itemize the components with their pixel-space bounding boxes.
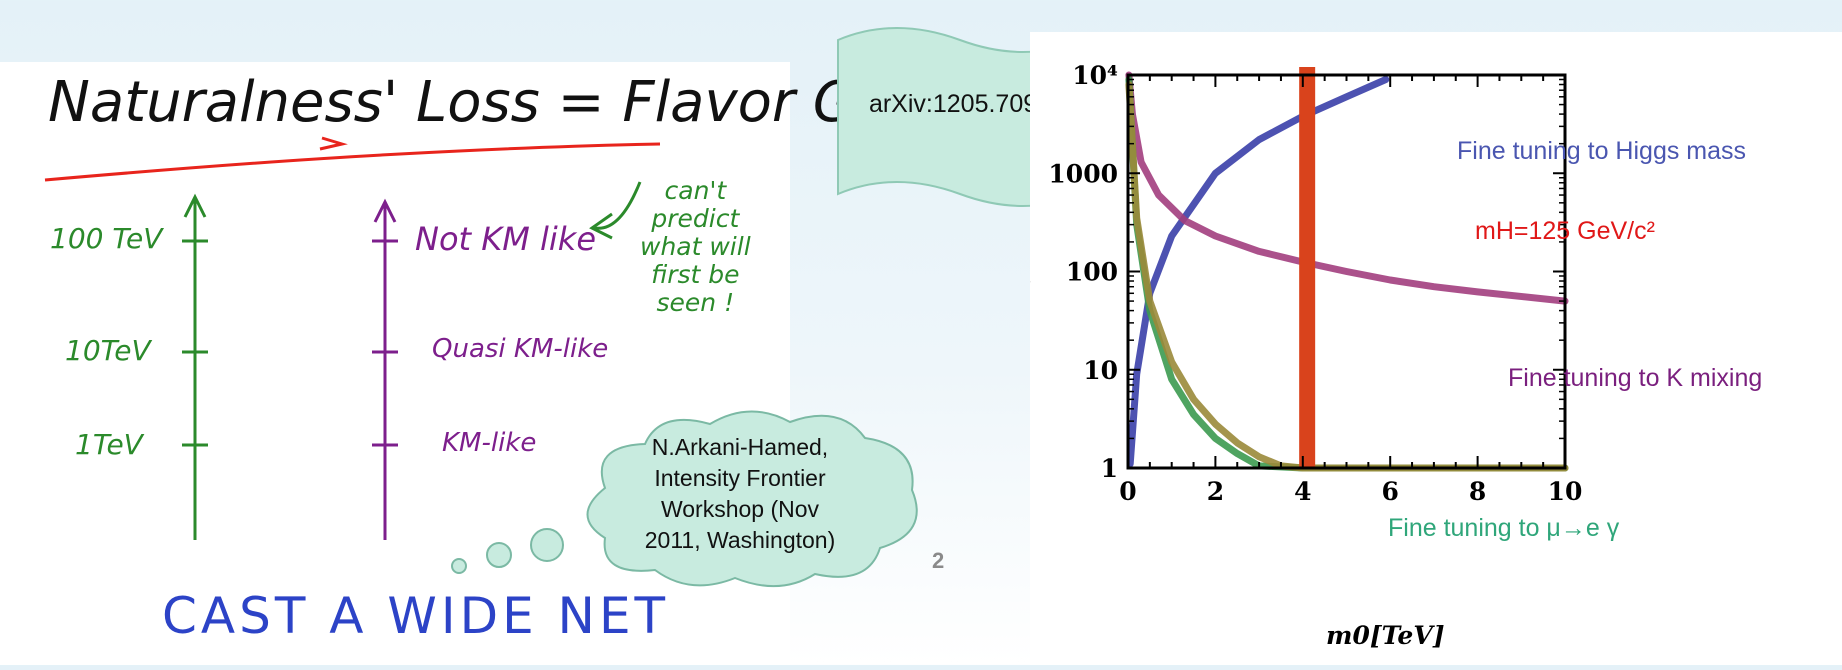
kmix-annotation: Fine tuning to K mixing: [1508, 364, 1762, 392]
green-note: can't predict what will first be seen !: [640, 177, 751, 317]
y-axis-label: F: [1030, 277, 1031, 306]
page-number: 2: [932, 548, 945, 573]
mh-annotation: mH=125 GeV/c²: [1475, 217, 1655, 245]
x-tick-label: 2: [1207, 477, 1224, 506]
handwritten-canvas: [44, 136, 661, 540]
x-tick-label: 0: [1119, 477, 1136, 506]
scale-label-10tev: 10TeV: [65, 334, 151, 367]
cloud-dot-small: [451, 558, 467, 574]
cloud-body: [586, 410, 918, 587]
series-line-0: [1126, 76, 1390, 468]
x-tick-label: 8: [1469, 477, 1486, 506]
note-line: seen !: [656, 288, 735, 317]
note-line: can't: [664, 176, 727, 205]
x-tick-label: 10: [1548, 477, 1583, 506]
arxiv-reference: arXiv:1205.7091: [868, 90, 1052, 118]
series-line-1: [1125, 71, 1569, 305]
x-tick-label: 6: [1381, 477, 1398, 506]
mu-annotation: Fine tuning to μ→e γ: [1388, 514, 1620, 542]
scale-label-1tev: 1TeV: [75, 428, 143, 461]
cloud-dot-medium: [486, 542, 512, 568]
handwritten-panel: Naturalness' Loss = Flavor Gain 100 TeV …: [0, 62, 941, 665]
note-arrow: [594, 181, 642, 230]
flavor-label-not-km: Not KM like: [415, 220, 596, 258]
cloud-line: N.Arkani-Hamed,: [651, 434, 829, 460]
x-tick-label: 4: [1294, 477, 1311, 506]
x-axis-label: m0[TeV]: [1326, 621, 1445, 650]
cloud-citation: N.Arkani-Hamed, Intensity Frontier Works…: [600, 432, 880, 556]
note-line: what will: [640, 232, 751, 261]
higgs-annotation: Fine tuning to Higgs mass: [1457, 137, 1746, 165]
cast-wide-net-text: CAST A WIDE NET: [162, 587, 670, 645]
note-arrowhead: [589, 212, 613, 240]
cloud-line: Workshop (Nov: [660, 496, 820, 522]
energy-axis-arrow: [183, 193, 207, 218]
chart-panel: 0 2 4 6 8 10 1 10 100 1000 10⁴ F m0[TeV] Fine tuni…: [1010, 32, 1842, 665]
fine-tuning-chart: 0 2 4 6 8 10 1 10 100 1000 10⁴ F m0[TeV] Fine tuni…: [1010, 61, 1762, 650]
higgs-mass-band: [1299, 67, 1316, 468]
title-underline: [44, 142, 661, 182]
cloud-callout: [451, 410, 918, 587]
flavor-label-quasi-km: Quasi KM-like: [432, 334, 609, 364]
cloud-line: 2011, Washington): [644, 527, 836, 553]
flavor-axis-arrow: [373, 198, 397, 223]
note-line: predict: [651, 204, 740, 233]
underline-arrowhead: [319, 136, 348, 151]
cloud-line: Intensity Frontier: [654, 465, 826, 491]
note-line: first be: [651, 260, 740, 289]
y-tick-label: 100: [1066, 258, 1118, 287]
y-tick-label: 10⁴: [1072, 61, 1118, 90]
flavor-label-km: KM-like: [442, 428, 537, 458]
handwritten-title: Naturalness' Loss = Flavor Gain: [48, 70, 942, 135]
scale-label-100tev: 100 TeV: [50, 222, 163, 255]
y-tick-label: 1000: [1048, 159, 1118, 188]
y-tick-label: 10: [1083, 356, 1118, 385]
y-tick-label: 1: [1101, 454, 1118, 483]
cloud-dot-large: [530, 528, 564, 562]
